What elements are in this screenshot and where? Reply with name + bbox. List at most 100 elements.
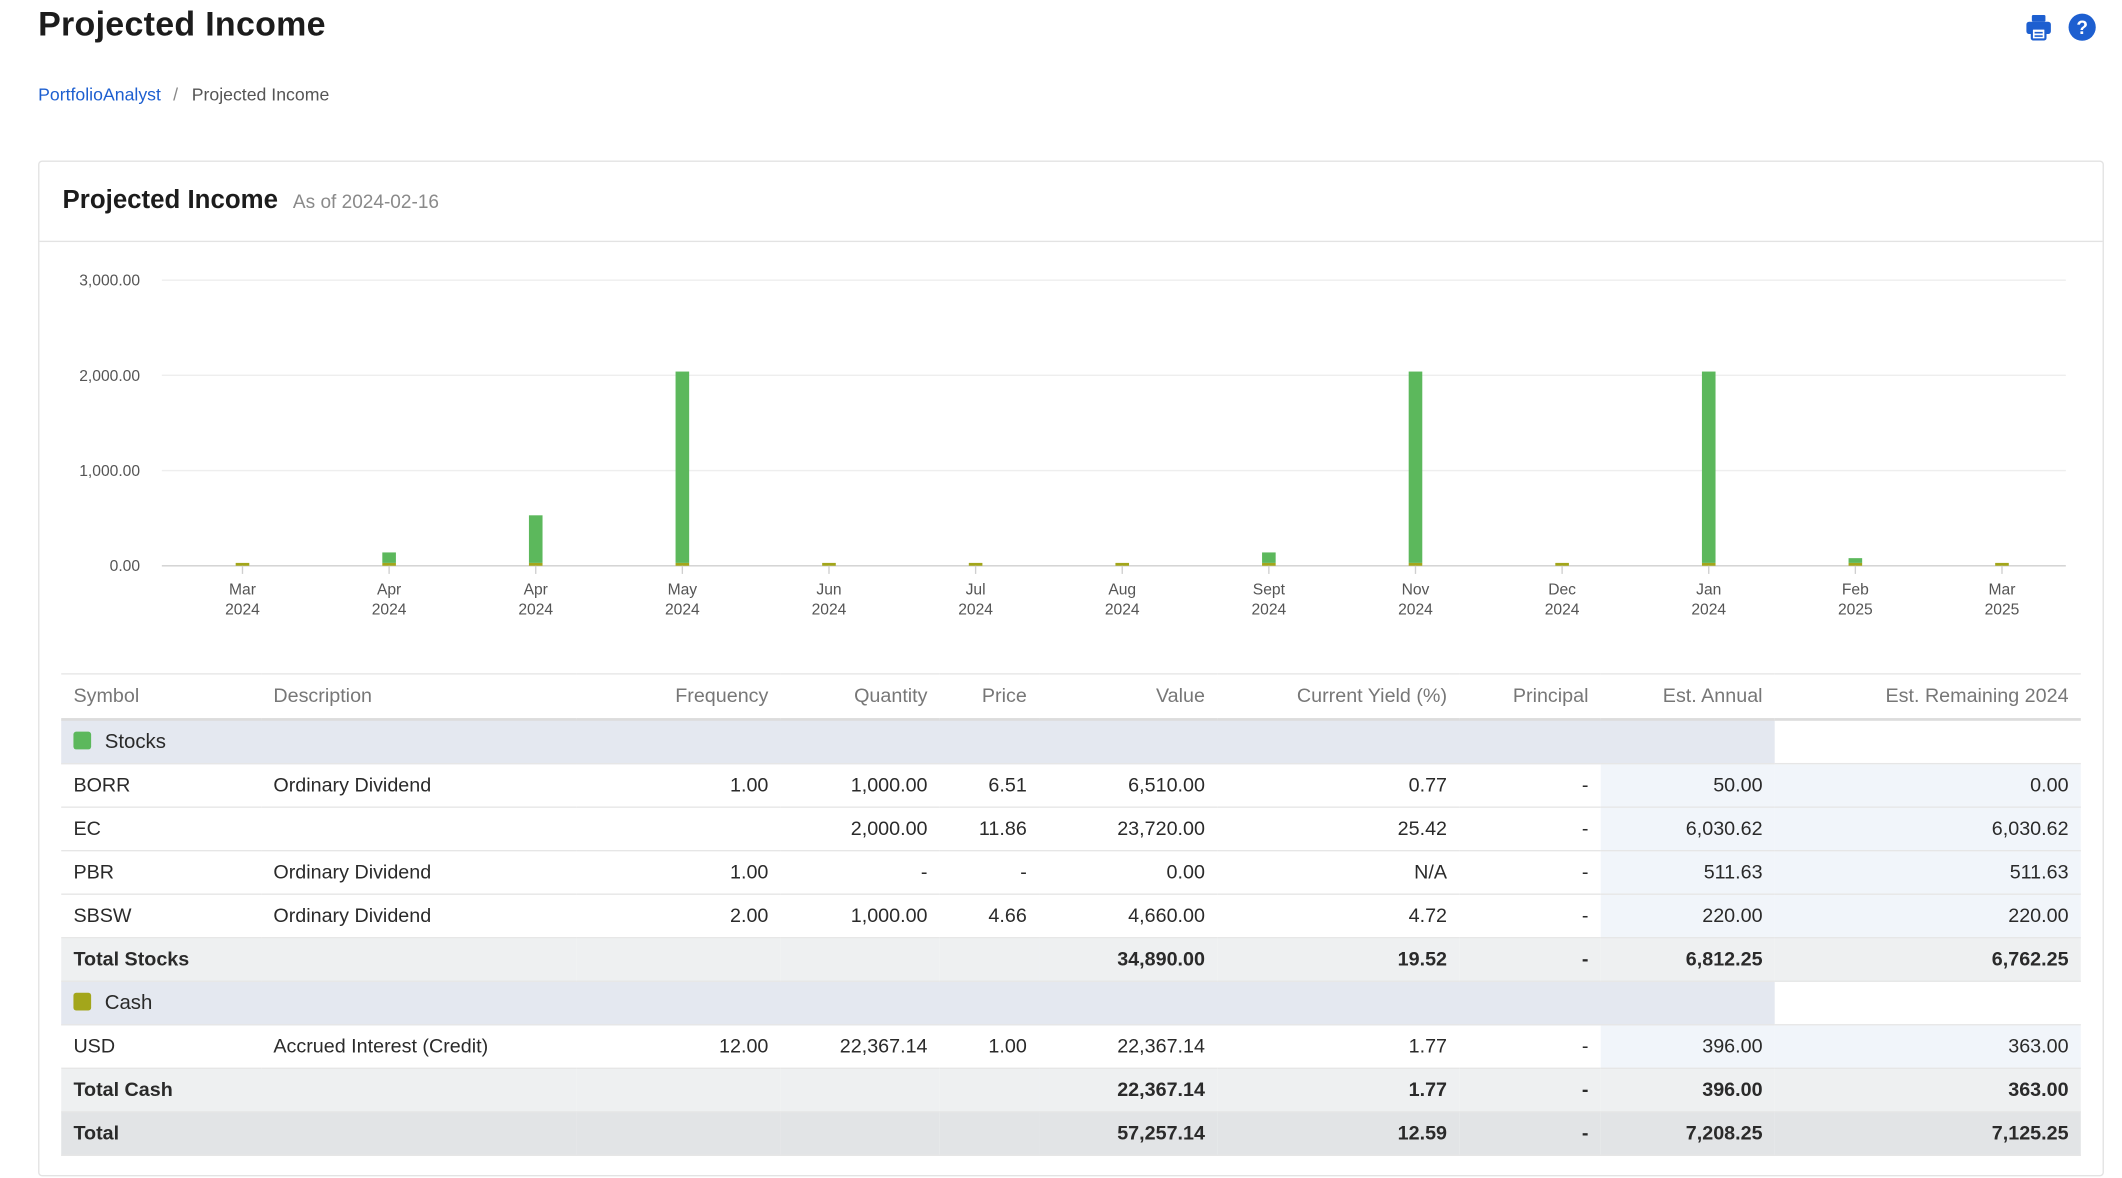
cell-yield: 1.77 <box>1217 1024 1460 1069</box>
subtotal-row-cash: Total Cash 22,367.14 1.77 - 396.00 363.0… <box>61 1068 2081 1113</box>
cell-principal: - <box>1459 807 1601 852</box>
cell-est-annual: 220.00 <box>1600 894 1775 939</box>
table-header-row: Symbol Description Frequency Quantity Pr… <box>61 673 2081 721</box>
grand-total-yield: 12.59 <box>1217 1111 1460 1157</box>
bar-cash <box>528 562 543 566</box>
cell-value: 22,367.14 <box>1039 1024 1218 1069</box>
cell-description: Ordinary Dividend <box>261 894 577 939</box>
col-value[interactable]: Value <box>1039 673 1218 721</box>
breadcrumb-link-portfolioanalyst[interactable]: PortfolioAnalyst <box>38 84 161 105</box>
subtotal-principal: - <box>1459 937 1601 982</box>
cell-quantity: 1,000.00 <box>780 894 940 939</box>
cell-quantity: - <box>780 850 940 895</box>
col-est-remaining[interactable]: Est. Remaining 2024 <box>1774 673 2081 721</box>
cell-frequency: 1.00 <box>576 850 781 895</box>
col-description[interactable]: Description <box>261 673 577 721</box>
grand-total-value: 57,257.14 <box>1039 1111 1218 1157</box>
group-row-cash: Cash <box>61 981 2081 1026</box>
col-quantity[interactable]: Quantity <box>780 673 940 721</box>
panel-header: Projected Income As of 2024-02-16 <box>39 162 2103 243</box>
cell-yield: 25.42 <box>1217 807 1460 852</box>
col-est-annual[interactable]: Est. Annual <box>1600 673 1775 721</box>
cell-quantity: 1,000.00 <box>780 763 940 808</box>
bar-cash <box>1115 562 1130 566</box>
bar-cash <box>1848 562 1863 566</box>
cell-description: Accrued Interest (Credit) <box>261 1024 577 1069</box>
print-icon[interactable] <box>2024 12 2054 42</box>
bar-cash <box>1262 562 1276 566</box>
bar-cash <box>1555 562 1569 566</box>
cell-symbol: PBR <box>61 850 262 895</box>
cell-value: 23,720.00 <box>1039 807 1218 852</box>
col-frequency[interactable]: Frequency <box>576 673 781 721</box>
stocks-swatch-icon <box>73 731 92 750</box>
x-tick-label-month: Jan <box>1696 581 1721 598</box>
col-symbol[interactable]: Symbol <box>61 673 262 721</box>
cell-value: 0.00 <box>1039 850 1218 895</box>
cell-principal: - <box>1459 850 1601 895</box>
bar-stocks <box>528 515 543 563</box>
breadcrumb-current: Projected Income <box>191 84 330 105</box>
cell-est-remaining: 220.00 <box>1774 894 2081 939</box>
as-of-date: As of 2024-02-16 <box>292 190 440 213</box>
col-principal[interactable]: Principal <box>1459 673 1601 721</box>
cell-frequency: 12.00 <box>576 1024 781 1069</box>
bar-cash <box>822 562 836 566</box>
cell-price: 4.66 <box>939 894 1040 939</box>
group-label-stocks: Stocks <box>61 719 1775 765</box>
cell-est-remaining: 0.00 <box>1774 763 2081 808</box>
cell-frequency: 2.00 <box>576 894 781 939</box>
page-title: Projected Income <box>38 5 326 44</box>
cell-est-annual: 511.63 <box>1600 850 1775 895</box>
help-icon[interactable]: ? <box>2067 12 2097 42</box>
projected-income-panel: Projected Income As of 2024-02-16 0.00 1,… <box>38 160 2104 1177</box>
subtotal-est-annual: 6,812.25 <box>1600 937 1775 982</box>
x-tick-label-year: 2025 <box>1985 602 2020 619</box>
x-tick-label-month: Apr <box>524 581 548 598</box>
x-tick-label-year: 2024 <box>1398 602 1433 619</box>
cell-est-annual: 396.00 <box>1600 1024 1775 1069</box>
y-tick-label: 3,000.00 <box>79 273 140 290</box>
col-current-yield[interactable]: Current Yield (%) <box>1217 673 1460 721</box>
x-tick-label-year: 2024 <box>958 602 993 619</box>
grand-total-label: Total <box>61 1111 577 1157</box>
x-tick-label-month: May <box>668 581 698 598</box>
bar-stocks <box>1848 558 1863 563</box>
x-tick-label-month: Dec <box>1548 581 1576 598</box>
x-tick-label-month: Apr <box>377 581 401 598</box>
header-actions: ? <box>2024 12 2097 42</box>
table-row: EC 2,000.00 11.86 23,720.00 25.42 - 6,03… <box>61 807 2081 852</box>
cell-value: 4,660.00 <box>1039 894 1218 939</box>
cell-price: 11.86 <box>939 807 1040 852</box>
x-tick-label-year: 2024 <box>1105 602 1140 619</box>
x-tick-label-month: Jul <box>966 581 986 598</box>
subtotal-est-remaining: 6,762.25 <box>1774 937 2081 982</box>
subtotal-row-stocks: Total Stocks 34,890.00 19.52 - 6,812.25 … <box>61 937 2081 982</box>
cell-est-remaining: 511.63 <box>1774 850 2081 895</box>
grand-total-row: Total 57,257.14 12.59 - 7,208.25 7,125.2… <box>61 1111 2081 1157</box>
grand-total-est-annual: 7,208.25 <box>1600 1111 1775 1157</box>
x-tick-label-month: Aug <box>1108 581 1136 598</box>
cell-principal: - <box>1459 1024 1601 1069</box>
x-tick-label-month: Feb <box>1842 581 1869 598</box>
bar-stocks <box>1701 371 1716 563</box>
subtotal-est-remaining: 363.00 <box>1774 1068 2081 1113</box>
bar-stocks <box>675 371 690 563</box>
col-price[interactable]: Price <box>939 673 1040 721</box>
bar-cash <box>235 562 250 566</box>
x-tick-label-month: Mar <box>1989 581 2016 598</box>
x-tick-label-month: Jun <box>816 581 841 598</box>
breadcrumb: PortfolioAnalyst / Projected Income <box>38 84 329 104</box>
income-bar-chart: 0.00 1,000.00 2,000.00 3,000.00 Mar 2024 Apr 20… <box>79 273 2066 619</box>
cell-description <box>261 807 577 852</box>
table-row: USD Accrued Interest (Credit) 12.00 22,3… <box>61 1024 2081 1069</box>
panel-title: Projected Income <box>62 186 278 215</box>
x-tick-label-year: 2024 <box>812 602 847 619</box>
subtotal-value: 34,890.00 <box>1039 937 1218 982</box>
x-tick-label-month: Sept <box>1253 581 1286 598</box>
subtotal-yield: 19.52 <box>1217 937 1460 982</box>
cell-description: Ordinary Dividend <box>261 763 577 808</box>
income-table: Symbol Description Frequency Quantity Pr… <box>61 673 2081 1157</box>
bar-stocks <box>1408 371 1423 563</box>
